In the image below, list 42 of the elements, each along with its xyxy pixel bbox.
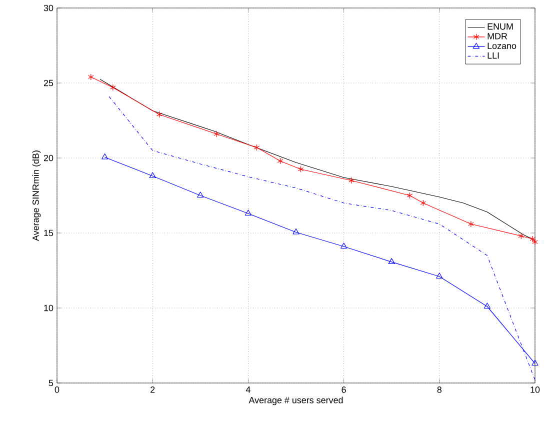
y-axis-title: Average SINRmin (dB) (32, 150, 41, 241)
point (156, 111, 162, 118)
point (277, 158, 284, 164)
x-tick-label: 4 (246, 386, 250, 393)
y-tick-label: 10 (44, 304, 54, 312)
legend-label: MDR (488, 33, 508, 40)
legend-label: ENUM (488, 23, 513, 30)
point (88, 74, 94, 80)
point (197, 192, 204, 198)
point (348, 177, 354, 184)
point (298, 166, 304, 173)
point (292, 228, 300, 234)
point (340, 242, 348, 249)
point (110, 84, 116, 91)
x-tick-label: 8 (437, 386, 442, 393)
point (532, 238, 538, 246)
y-tick-label: 5 (48, 380, 54, 386)
line-series (108, 96, 536, 380)
point (244, 210, 252, 216)
y-tick-label: 20 (44, 154, 54, 162)
point (518, 232, 524, 240)
y-tick-label: 15 (44, 230, 54, 236)
point (388, 258, 395, 264)
point (436, 272, 443, 279)
x-tick-label: 0 (54, 386, 60, 393)
point (149, 172, 156, 178)
point (484, 302, 491, 309)
y-tick-label: 30 (44, 4, 54, 12)
x-tick-label: 10 (530, 386, 540, 393)
point (468, 220, 474, 228)
x-tick-label: 2 (150, 386, 155, 393)
x-axis-title: Average # users served (248, 396, 343, 406)
point (532, 360, 538, 366)
point (101, 153, 108, 160)
legend-label: LLI (488, 52, 499, 59)
x-tick-label: 6 (342, 386, 346, 393)
legend-label: Lozano (488, 42, 516, 50)
point (214, 130, 220, 138)
point (406, 192, 413, 199)
point (420, 200, 426, 206)
point (254, 144, 260, 151)
y-tick-label: 25 (44, 80, 54, 86)
